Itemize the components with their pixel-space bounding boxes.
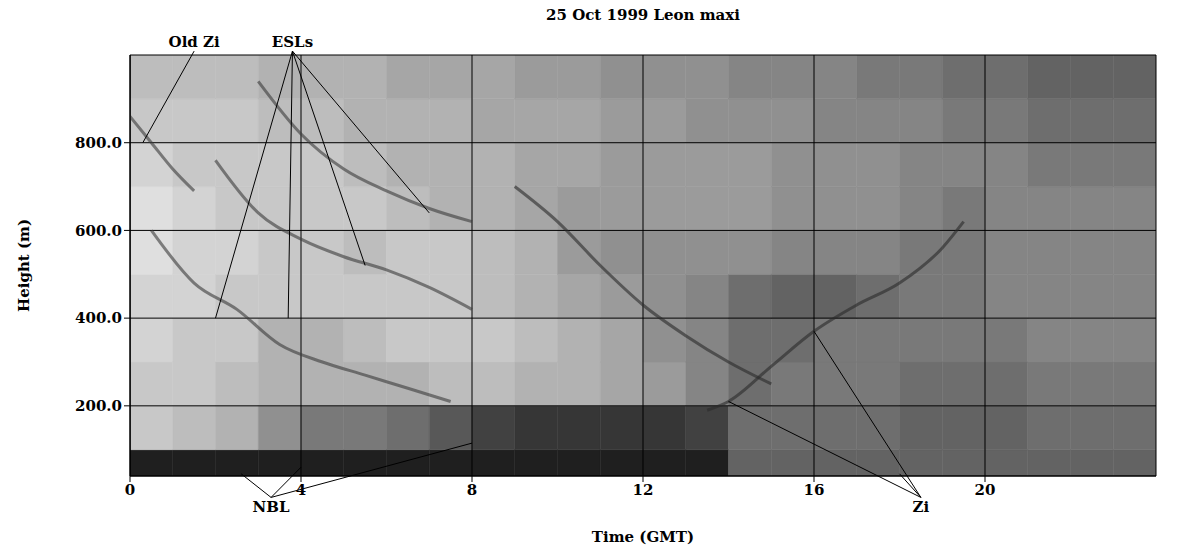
svg-text:Zi: Zi [913,498,930,516]
svg-text:800.0: 800.0 [75,134,122,152]
svg-text:8: 8 [467,481,477,499]
svg-text:Time (GMT): Time (GMT) [592,528,694,546]
svg-text:ESLs: ESLs [272,33,313,51]
svg-text:200.0: 200.0 [75,397,122,415]
svg-text:600.0: 600.0 [75,222,122,240]
svg-text:400.0: 400.0 [75,309,122,327]
svg-text:12: 12 [633,481,654,499]
html-text:25 Oct 1999 Leon maxi: 25 Oct 1999 Leon maxi [546,6,740,24]
svg-text:20: 20 [975,481,996,499]
svg-text:Old Zi: Old Zi [169,33,220,51]
svg-text:Height (m): Height (m) [15,219,33,312]
svg-text:4: 4 [296,481,306,499]
svg-text:NBL: NBL [253,498,290,516]
svg-text:0: 0 [125,481,135,499]
svg-text:16: 16 [804,481,825,499]
